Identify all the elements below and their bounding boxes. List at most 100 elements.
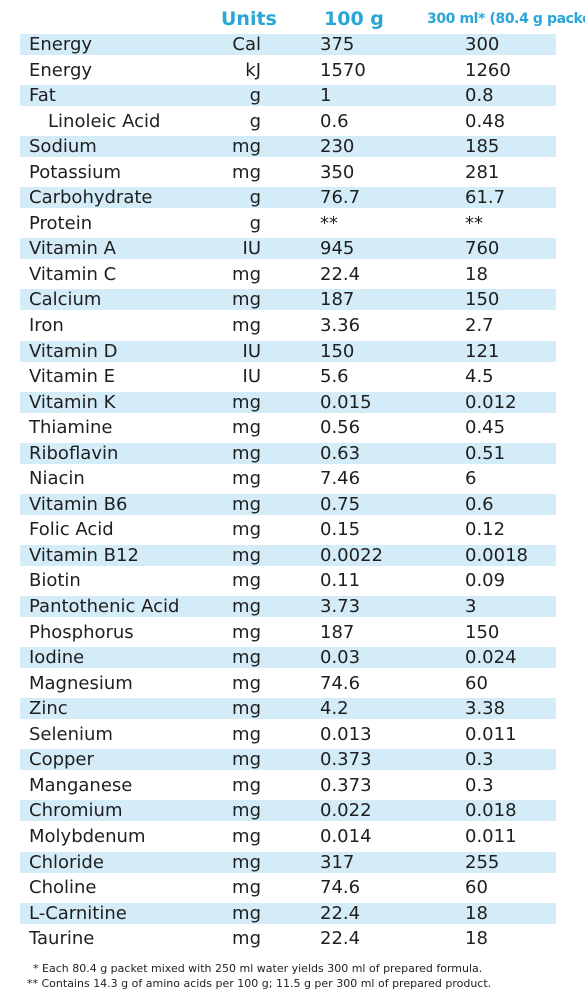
table-row: Calcium mg 187 150 [0,287,585,313]
row-background [20,34,556,55]
units-column-header: Units [221,8,277,30]
value-per-100g: 74.6 [320,877,361,899]
table-row: Chromium mg 0.022 0.018 [0,798,585,824]
nutrient-unit: mg [232,596,261,618]
value-per-300ml: 185 [465,136,500,158]
value-per-300ml: 0.09 [465,570,506,592]
nutrient-unit: mg [232,442,261,464]
nutrient-name: Energy [29,34,93,55]
nutrient-unit: mg [232,851,261,873]
table-row: Vitamin E IU 5.6 4.5 [0,364,585,390]
value-per-100g: 7.46 [320,468,361,490]
row-background [20,902,556,924]
value-per-100g: 5.6 [320,366,349,388]
table-row: Vitamin K mg 0.015 0.012 [0,390,585,416]
nutrient-unit: mg [232,621,261,643]
nutrient-name: Vitamin K [29,391,116,413]
row-background [20,187,556,209]
value-per-100g: 375 [320,34,355,55]
value-per-100g: 0.56 [320,417,361,439]
nutrient-unit: mg [232,315,261,337]
nutrient-name: Vitamin B12 [29,544,139,566]
nutrient-unit: mg [232,417,261,439]
nutrient-name: Thiamine [29,417,113,439]
nutrient-name: Chloride [29,851,104,873]
footnote-packet: * Each 80.4 g packet mixed with 250 ml w… [33,962,483,975]
value-per-300ml: ** [465,212,483,234]
table-row: Pantothenic Acid mg 3.73 3 [0,594,585,620]
table-row: Fat g 1 0.8 [0,83,585,109]
value-per-100g: ** [320,212,338,234]
value-per-300ml: 60 [465,672,488,694]
table-row: Potassium mg 350 281 [0,160,585,186]
nutrient-name: Vitamin D [29,340,118,362]
table-row: Energy kJ 1570 1260 [0,58,585,84]
value-per-100g: 230 [320,136,355,158]
nutrient-unit: mg [232,468,261,490]
value-per-300ml: 0.012 [465,391,517,413]
value-per-300ml: 0.024 [465,647,517,669]
nutrient-name: Taurine [29,928,95,950]
table-row: Thiamine mg 0.56 0.45 [0,415,585,441]
table-row: Vitamin B12 mg 0.0022 0.0018 [0,543,585,569]
table-row: Molybdenum mg 0.014 0.011 [0,824,585,850]
value-per-100g: 0.6 [320,110,349,132]
row-background [20,493,556,515]
nutrient-name: Choline [29,877,97,899]
nutrient-name: Manganese [29,774,133,796]
nutrient-unit: IU [242,366,261,388]
value-per-300ml: 760 [465,238,500,260]
nutrient-name: Vitamin E [29,366,116,388]
nutrient-unit: mg [232,161,261,183]
nutrient-name: Fat [29,85,56,107]
table-row: Vitamin B6 mg 0.75 0.6 [0,492,585,518]
value-per-300ml: 18 [465,902,488,924]
nutrient-name: Iron [29,315,64,337]
value-per-300ml: 0.51 [465,442,506,464]
value-per-100g: 0.11 [320,570,361,592]
table-row: Vitamin A IU 945 760 [0,236,585,262]
nutrient-unit: g [249,110,261,132]
value-per-300ml: 3.38 [465,698,506,720]
value-per-100g: 1 [320,85,332,107]
nutrient-name: Vitamin C [29,263,117,285]
table-row: Vitamin D IU 150 121 [0,339,585,365]
nutrient-unit: mg [232,698,261,720]
row-background [20,800,556,822]
nutrient-name: Sodium [29,136,97,158]
table-row: Taurine mg 22.4 18 [0,926,585,952]
value-per-300ml: 0.6 [465,493,494,515]
nutrient-unit: IU [242,340,261,362]
value-per-300ml: 2.7 [465,315,494,337]
table-row: Magnesium mg 74.6 60 [0,671,585,697]
nutrient-unit: mg [232,825,261,847]
table-row: Zinc mg 4.2 3.38 [0,696,585,722]
nutrient-name: L-Carnitine [29,902,127,924]
value-per-100g: 3.73 [320,596,361,618]
nutrient-unit: mg [232,570,261,592]
nutrient-unit: mg [232,800,261,822]
nutrient-unit: mg [232,647,261,669]
nutrient-unit: g [249,212,261,234]
value-per-300ml: 0.8 [465,85,494,107]
table-row: Selenium mg 0.013 0.011 [0,722,585,748]
nutrient-unit: mg [232,774,261,796]
value-per-100g: 317 [320,851,355,873]
row-background [20,544,556,566]
nutrient-unit: mg [232,672,261,694]
per-100g-column-header: 100 g [324,8,384,30]
table-row: Biotin mg 0.11 0.09 [0,568,585,594]
value-per-100g: 22.4 [320,263,361,285]
row-background [20,442,556,464]
row-background [20,340,556,362]
value-per-100g: 350 [320,161,355,183]
value-per-300ml: 0.45 [465,417,506,439]
value-per-300ml: 281 [465,161,500,183]
table-header: Units 100 g 300 ml* (80.4 g packet) [0,8,585,32]
value-per-100g: 22.4 [320,928,361,950]
value-per-300ml: 300 [465,34,500,55]
nutrient-name: Niacin [29,468,85,490]
row-background [20,596,556,618]
value-per-100g: 187 [320,289,355,311]
value-per-300ml: 61.7 [465,187,506,209]
